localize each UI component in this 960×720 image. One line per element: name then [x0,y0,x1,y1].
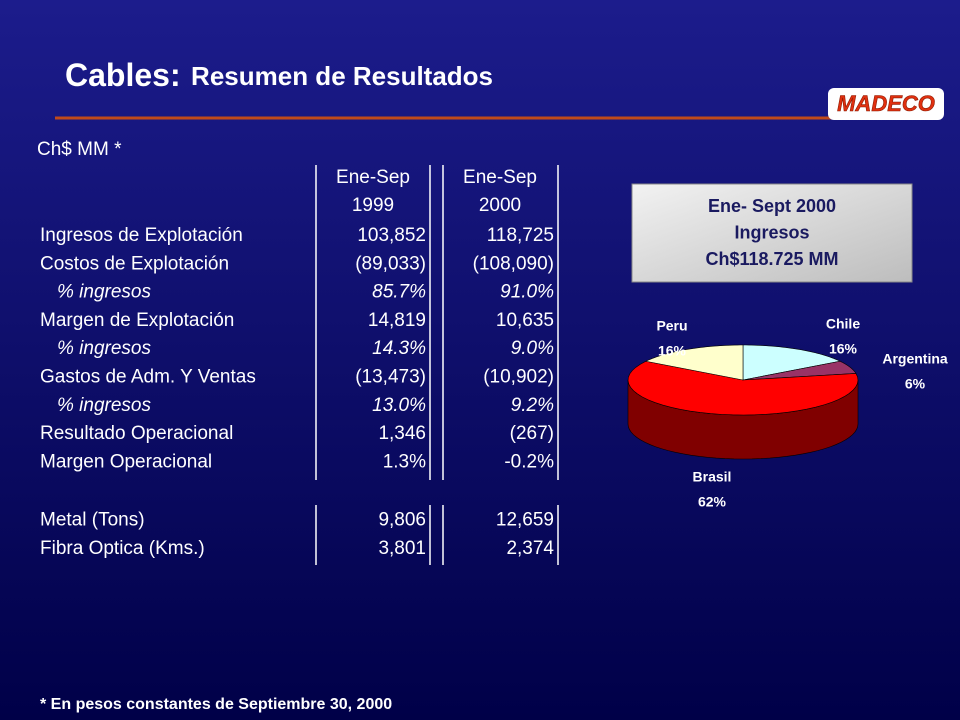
column-header: Ene-Sep [336,167,410,188]
row-label: Gastos de Adm. Y Ventas [40,367,256,388]
cell-value: 14,819 [368,310,426,331]
cell-value: 1.3% [383,451,426,472]
pie-category-label: Chile [826,316,860,332]
pie-title: Ingresos [734,222,809,242]
row-label: Margen Operacional [40,451,212,472]
cell-value: (267) [510,423,554,444]
row-label: Costos de Explotación [40,253,229,274]
cell-value: 85.7% [372,282,426,303]
pie-value-label: 6% [905,376,926,392]
cell-value: (10,902) [483,367,554,388]
cell-value: 14.3% [372,338,426,359]
cell-value: 91.0% [500,282,554,303]
cell-value: 103,852 [357,225,426,246]
unit-note: Ch$ MM * [37,139,122,160]
cell-value: (108,090) [473,253,554,274]
pie-slice [644,344,744,381]
cell-value: 1,346 [378,423,426,444]
row-label: % ingresos [57,282,151,303]
column-header: Ene-Sep [463,167,537,188]
pie-title: Ene- Sept 2000 [708,196,836,216]
pie [627,344,859,460]
pie-title-box [631,183,913,283]
cell-value: 12,659 [496,510,554,531]
pie-value-label: 62% [698,494,727,510]
row-label: % ingresos [57,395,151,416]
row-label: Ingresos de Explotación [40,225,243,246]
row-label: Margen de Explotación [40,310,234,331]
cell-value: 118,725 [487,225,554,246]
row-label: % ingresos [57,338,151,359]
cell-value: 9.2% [511,395,554,416]
cell-value: 13.0% [372,395,426,416]
title-main: Cables: [65,57,181,93]
cell-value: 2,374 [506,538,554,559]
pie-title: Ch$118.725 MM [705,249,838,269]
pie-slice [742,344,842,381]
cell-value: (13,473) [355,367,426,388]
pie-category-label: Peru [656,318,687,334]
cell-value: 9.0% [511,338,554,359]
cell-value: 9,806 [378,510,426,531]
logo: MADECO [837,91,935,116]
title-rest: Resumen de Resultados [191,61,493,91]
logo-box [828,88,944,120]
pie-category-label: Brasil [693,469,732,485]
row-label: Fibra Optica (Kms.) [40,538,205,559]
footnote: * En pesos constantes de Septiembre 30, … [40,696,392,713]
cell-value: -0.2% [504,451,554,472]
cell-value: 3,801 [378,538,426,559]
row-label: Metal (Tons) [40,510,145,531]
cell-value: (89,033) [355,253,426,274]
slide-title: Cables: Resumen de Resultados [65,57,493,93]
row-label: Resultado Operacional [40,423,233,444]
pie-value-label: 16% [829,341,858,357]
column-header: 1999 [352,195,394,216]
column-lines [315,165,559,565]
cell-value: 10,635 [496,310,554,331]
pie-category-label: Argentina [882,351,948,367]
pie-value-label: 16% [658,343,687,359]
column-header: 2000 [479,195,521,216]
pie-slice [742,360,857,381]
pie-slice [627,360,859,416]
